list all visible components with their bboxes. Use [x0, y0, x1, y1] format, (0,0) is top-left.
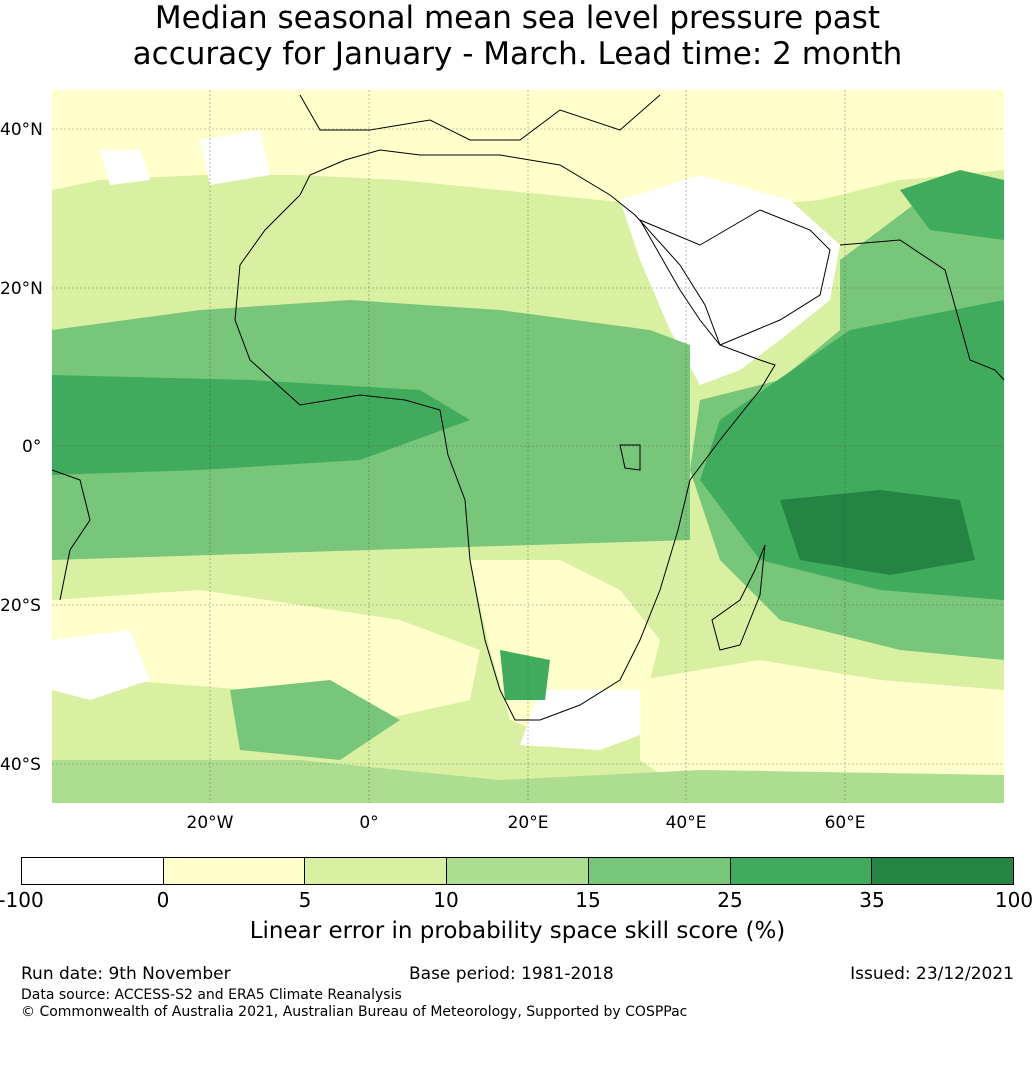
base-period: Base period: 1981-2018	[409, 964, 614, 984]
issued-date: Issued: 23/12/2021	[850, 964, 1014, 984]
skill-band-gulf	[52, 375, 470, 475]
coastline-india	[839, 239, 1005, 381]
coastline-africa	[234, 149, 776, 721]
skill-patch-white	[200, 130, 270, 185]
colorbar-tick: 10	[433, 888, 459, 912]
colorbar-segment	[588, 858, 731, 884]
coastline-madagascar	[711, 544, 766, 651]
lat-label-0: 0°	[22, 437, 41, 457]
graticule	[52, 90, 1004, 803]
colorbar-tick: 5	[298, 888, 312, 912]
lon-label-60e: 60°E	[825, 813, 866, 833]
lat-label-40s: 40°S	[0, 755, 41, 775]
longitude-labels: 20°W 0° 20°E 40°E 60°E	[187, 813, 866, 833]
skill-band-south-indian	[640, 660, 1004, 803]
skill-field	[52, 90, 1004, 803]
colorbar-tick: 35	[859, 888, 885, 912]
coastline-south-america	[51, 469, 91, 601]
skill-patch-high	[780, 490, 975, 575]
copyright: © Commonwealth of Australia 2021, Austra…	[21, 1004, 688, 1020]
coastline-arabia	[638, 209, 831, 346]
coastline-europe	[299, 94, 661, 141]
lon-label-20w: 20°W	[187, 813, 234, 833]
colorbar-segment	[447, 858, 589, 884]
colorbar-segment	[730, 858, 873, 884]
colorbar-label: Linear error in probability space skill …	[249, 918, 786, 944]
colorbar-tick: 15	[575, 888, 601, 912]
colorbar-tick: -100	[0, 888, 44, 912]
lon-label-40e: 40°E	[666, 813, 707, 833]
colorbar	[21, 857, 1014, 885]
chart-title: Median seasonal mean sea level pressure …	[0, 0, 1035, 72]
run-date: Run date: 9th November	[21, 964, 231, 984]
title-line-2: accuracy for January - March. Lead time:…	[132, 36, 903, 72]
skill-patch-arabia	[620, 175, 840, 385]
skill-map: 40°N 20°N 0° 20°S 40°S 20°W 0° 20°E 40°E…	[0, 90, 1005, 833]
title-line-1: Median seasonal mean sea level pressure …	[154, 0, 881, 36]
coastlines	[51, 94, 1005, 721]
lat-label-20n: 20°N	[0, 279, 43, 299]
colorbar-tick: 100	[994, 888, 1034, 912]
lat-label-40n: 40°N	[0, 120, 43, 140]
data-source: Data source: ACCESS-S2 and ERA5 Climate …	[21, 987, 402, 1003]
lat-label-20s: 20°S	[0, 596, 41, 616]
colorbar-segment	[22, 858, 164, 884]
coastline-lake-victoria	[619, 444, 641, 471]
lon-label-20e: 20°E	[508, 813, 549, 833]
colorbar-segment	[872, 858, 1014, 884]
latitude-labels: 40°N 20°N 0° 20°S 40°S	[0, 120, 43, 775]
lon-label-0: 0°	[359, 813, 378, 833]
skill-band-south-atlantic	[52, 590, 480, 720]
colorbar-tick: 25	[717, 888, 743, 912]
colorbar-tick: 0	[156, 888, 170, 912]
colorbar-segment	[163, 858, 306, 884]
colorbar-segment	[305, 858, 448, 884]
